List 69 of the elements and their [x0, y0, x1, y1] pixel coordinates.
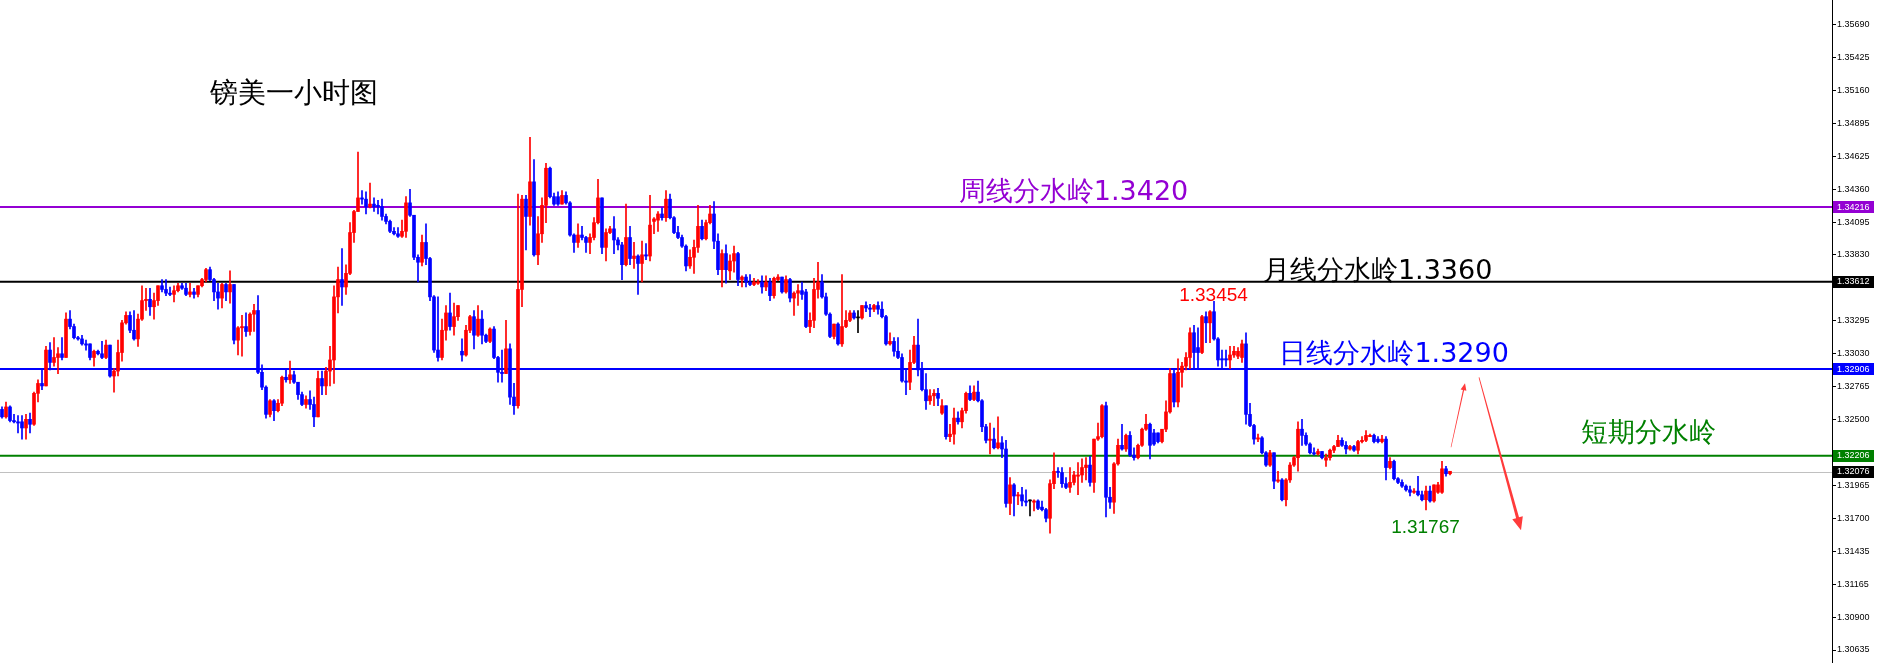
y-tick-label: 1.34360: [1837, 183, 1870, 194]
candlestick: [644, 243, 648, 261]
ref-line-label: 日线分水岭1.3290: [1279, 337, 1509, 369]
candlestick: [1324, 453, 1328, 467]
y-tick-label: 1.35160: [1837, 84, 1870, 95]
y-tick-label: 1.33295: [1837, 315, 1870, 326]
candlestick: [216, 282, 220, 310]
y-tick-label: 1.31700: [1837, 512, 1870, 523]
y-tick-label: 1.32906: [1837, 363, 1870, 374]
candlestick: [1300, 418, 1304, 446]
candlestick: [1204, 311, 1208, 343]
y-tick-label: 1.32500: [1837, 413, 1870, 424]
y-tick-label: 1.33612: [1837, 276, 1870, 287]
candlestick: [1120, 423, 1124, 451]
candlestick: [460, 338, 464, 362]
candlestick: [748, 274, 752, 287]
candlestick: [632, 242, 636, 269]
candlestick: [1228, 346, 1232, 369]
y-tick-label: 1.30900: [1837, 611, 1870, 622]
candlestick: [340, 248, 344, 306]
candlestick: [368, 182, 372, 209]
candlestick: [1032, 499, 1036, 512]
candlestick: [1076, 462, 1080, 496]
y-tick-label: 1.32206: [1837, 450, 1870, 461]
candlestick: [16, 415, 20, 434]
y-tick-label: 1.34625: [1837, 150, 1870, 161]
y-tick-label: 1.32076: [1837, 466, 1870, 477]
y-tick-label: 1.34216: [1837, 201, 1870, 212]
candlestick: [932, 389, 936, 407]
text: 镑美一小时图: [209, 76, 378, 109]
candlestick: [372, 197, 376, 212]
y-tick-label: 1.34095: [1837, 216, 1870, 227]
candlestick: [1024, 489, 1028, 507]
candlestick: [636, 254, 640, 295]
y-tick-label: 1.33830: [1837, 249, 1870, 260]
candlestick: [1224, 349, 1228, 367]
ref-line-label: 月线分水岭1.3360: [1262, 253, 1493, 285]
y-tick-label: 1.35690: [1837, 19, 1870, 30]
candlestick: [1084, 457, 1088, 481]
y-tick-label: 1.31435: [1837, 545, 1870, 556]
candlestick: [60, 337, 64, 361]
candlestick: [1276, 470, 1280, 483]
candlestick: [988, 422, 992, 455]
candlestick: [888, 332, 892, 346]
candlestick: [840, 274, 844, 347]
y-tick-label: 1.31965: [1837, 479, 1870, 490]
y-tick-label: 1.32765: [1837, 381, 1870, 392]
y-tick-label: 1.34895: [1837, 117, 1870, 128]
candlestick: [244, 312, 248, 337]
y-tick-label: 1.30635: [1837, 644, 1870, 655]
ref-line-label: 周线分水岭1.3420: [958, 175, 1189, 207]
candlestick: [1416, 475, 1420, 497]
y-tick-label: 1.33030: [1837, 348, 1870, 359]
candlestick: [164, 279, 168, 296]
ref-line-label: 短期分水岭: [1581, 415, 1717, 447]
candlestick: [660, 207, 664, 221]
candlestick: [996, 416, 1000, 450]
candlestick: [1068, 467, 1072, 493]
candlestick: [436, 296, 440, 362]
annotation: 1.31767: [1391, 516, 1460, 538]
annotation: 1.33454: [1179, 283, 1249, 305]
y-tick-label: 1.35425: [1837, 52, 1870, 62]
candlestick: [252, 303, 256, 332]
candlestick: [188, 282, 192, 298]
candlestick: [240, 315, 244, 357]
candlestick: [640, 240, 644, 283]
candlestick: [1016, 491, 1020, 505]
candlestick: [868, 303, 872, 317]
y-tick-label: 1.31165: [1837, 578, 1869, 589]
